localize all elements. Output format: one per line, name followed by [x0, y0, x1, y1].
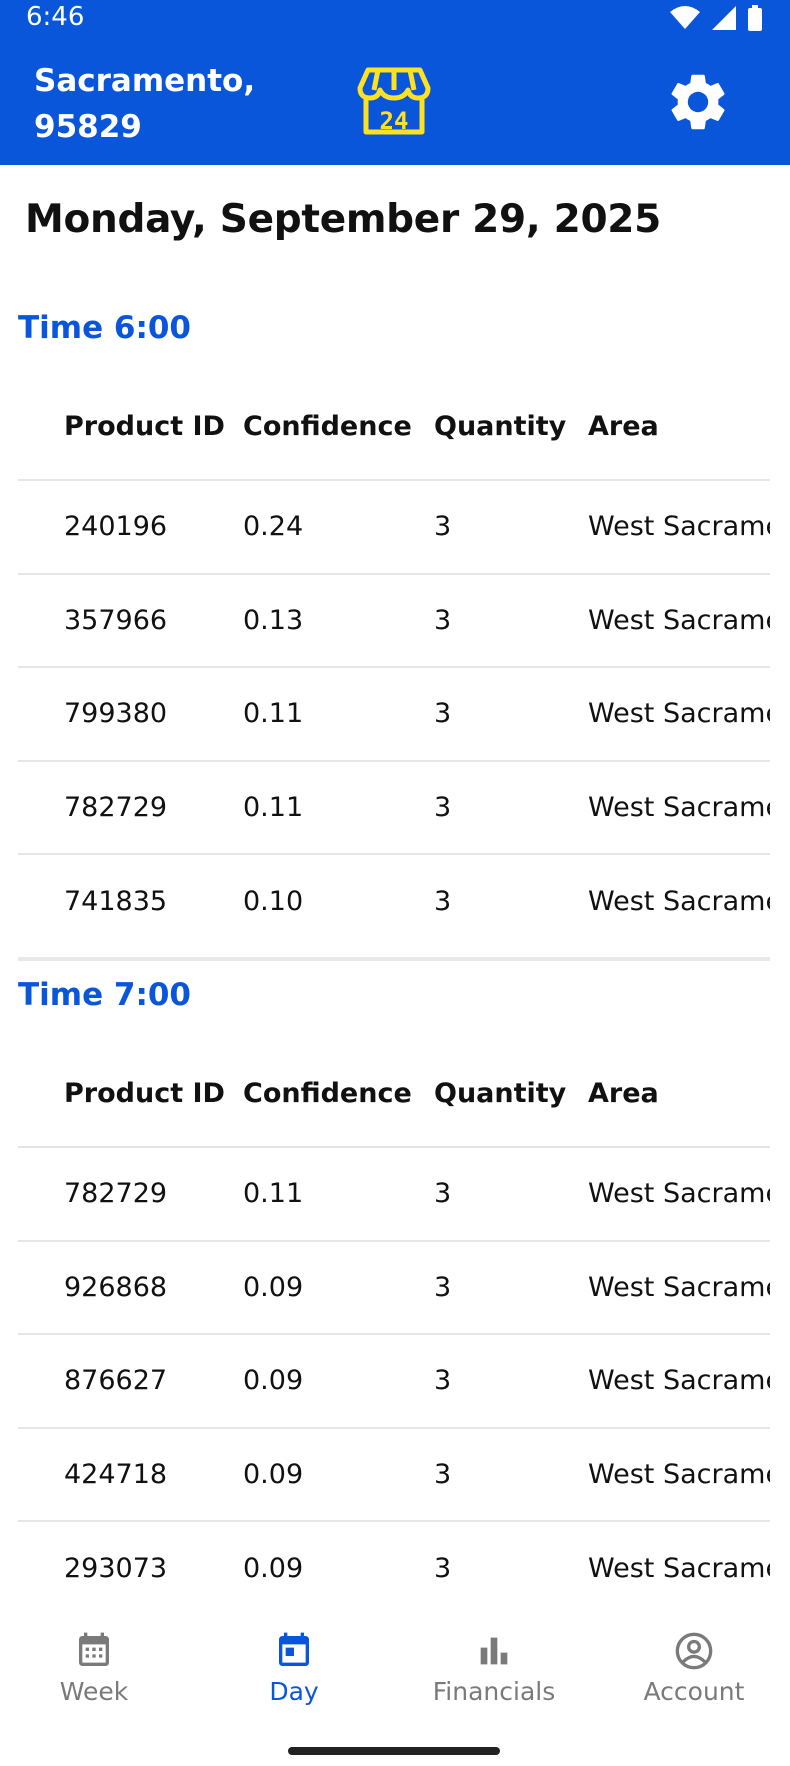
table-row[interactable]: 876627 0.09 3 West Sacrame: [18, 1335, 770, 1429]
column-quantity-cell: 3: [434, 1365, 452, 1397]
calendar-day-icon: [279, 1632, 309, 1666]
column-quantity-cell: 3: [434, 698, 452, 730]
column-product-id-cell: 782729: [64, 791, 168, 823]
column-quantity-cell: 3: [434, 1553, 452, 1585]
nav-financials-label: Financials: [432, 1677, 556, 1706]
status-icons: [670, 5, 762, 31]
table-row[interactable]: 424718 0.09 3 West Sacrame: [18, 1429, 770, 1522]
column-area-cell: West Sacrame: [588, 1178, 770, 1210]
column-confidence-cell: 0.10: [243, 886, 304, 918]
table-header: Product ID Confidence Quantity Area: [18, 1040, 770, 1148]
column-product-id-cell: 357966: [64, 604, 168, 636]
date-title: Monday, September 29, 2025: [25, 197, 661, 242]
column-confidence-header: Confidence: [243, 410, 412, 442]
table-header: Product ID Confidence Quantity Area: [18, 373, 770, 481]
nav-day-label: Day: [269, 1677, 319, 1706]
time-section: Time 7:00 Product ID Confidence Quantity Are…: [18, 960, 770, 1611]
nav-week[interactable]: Week: [0, 1631, 194, 1706]
column-quantity-cell: 3: [434, 1271, 452, 1303]
column-product-id-cell: 876627: [64, 1365, 168, 1397]
column-area-cell: West Sacrame: [588, 511, 770, 543]
column-quantity-header: Quantity: [434, 1077, 567, 1109]
column-area-cell: West Sacrame: [588, 1458, 770, 1490]
status-bar: 6:46: [0, 0, 790, 36]
column-product-id-cell: 799380: [64, 698, 168, 730]
column-area-header: Area: [588, 1077, 659, 1109]
bottom-nav: Week Day Financials Account: [0, 1611, 790, 1766]
table-row[interactable]: 782729 0.11 3 West Sacrame: [18, 762, 770, 855]
column-product-id-cell: 782729: [64, 1178, 168, 1210]
nav-financials[interactable]: Financials: [394, 1631, 594, 1706]
store-24-icon: 24: [357, 67, 431, 135]
wifi-icon: [670, 6, 700, 29]
column-confidence-cell: 0.09: [243, 1271, 304, 1303]
table-row[interactable]: 799380 0.11 3 West Sacrame: [18, 668, 770, 762]
column-confidence-cell: 0.11: [243, 698, 304, 730]
nav-account-label: Account: [643, 1677, 745, 1706]
store-badge-text: 24: [380, 107, 409, 135]
day-content[interactable]: Monday, September 29, 2025 Time 6:00 Prod…: [0, 165, 790, 1611]
signal-icon: [712, 6, 736, 30]
bar-chart-icon: [480, 1637, 508, 1665]
column-confidence-cell: 0.09: [243, 1553, 304, 1585]
section-time-title: Time 6:00: [18, 310, 191, 346]
calendar-grid-icon: [79, 1632, 109, 1666]
column-product-id-header: Product ID: [64, 1077, 225, 1109]
table-row[interactable]: 357966 0.13 3 West Sacrame: [18, 575, 770, 668]
column-product-id-cell: 926868: [64, 1271, 168, 1303]
column-confidence-header: Confidence: [243, 1077, 412, 1109]
column-quantity-cell: 3: [434, 604, 452, 636]
column-area-cell: West Sacrame: [588, 1553, 770, 1585]
column-area-cell: West Sacrame: [588, 1365, 770, 1397]
column-area-cell: West Sacrame: [588, 604, 770, 636]
column-confidence-cell: 0.13: [243, 604, 304, 636]
column-confidence-cell: 0.09: [243, 1458, 304, 1490]
section-divider: [18, 956, 770, 961]
app-header: Sacramento, 95829 24: [0, 36, 790, 165]
section-time-title: Time 7:00: [18, 977, 191, 1013]
column-area-cell: West Sacrame: [588, 886, 770, 918]
column-product-id-cell: 293073: [64, 1553, 168, 1585]
column-product-id-cell: 424718: [64, 1458, 168, 1490]
column-confidence-cell: 0.11: [243, 1178, 304, 1210]
table-body: 782729 0.11 3 West Sacrame 926868 0.09 3 West S…: [18, 1148, 770, 1611]
nav-day[interactable]: Day: [194, 1631, 394, 1706]
column-area-cell: West Sacrame: [588, 698, 770, 730]
table-row[interactable]: 741835 0.10 3 West Sacrame: [18, 855, 770, 949]
column-product-id-cell: 240196: [64, 511, 168, 543]
column-quantity-header: Quantity: [434, 410, 567, 442]
gesture-bar[interactable]: [288, 1747, 500, 1755]
column-quantity-cell: 3: [434, 511, 452, 543]
column-confidence-cell: 0.11: [243, 791, 304, 823]
table-row[interactable]: 926868 0.09 3 West Sacrame: [18, 1242, 770, 1335]
nav-week-label: Week: [59, 1677, 129, 1706]
table-body: 240196 0.24 3 West Sacrame 357966 0.13 3 West S…: [18, 481, 770, 949]
location-label: Sacramento, 95829: [34, 63, 256, 145]
nav-account[interactable]: Account: [594, 1631, 790, 1706]
column-confidence-cell: 0.24: [243, 511, 304, 543]
column-area-header: Area: [588, 410, 659, 442]
status-time: 6:46: [26, 2, 85, 32]
column-area-cell: West Sacrame: [588, 791, 770, 823]
column-quantity-cell: 3: [434, 791, 452, 823]
table-row[interactable]: 240196 0.24 3 West Sacrame: [18, 481, 770, 575]
column-quantity-cell: 3: [434, 1178, 452, 1210]
time-section: Time 6:00 Product ID Confidence Quantity Are…: [18, 293, 770, 961]
column-confidence-cell: 0.09: [243, 1365, 304, 1397]
column-quantity-cell: 3: [434, 886, 452, 918]
settings-gear-icon[interactable]: [664, 68, 732, 136]
battery-icon: [748, 5, 762, 31]
table-row[interactable]: 293073 0.09 3 West Sacrame: [18, 1522, 770, 1611]
column-area-cell: West Sacrame: [588, 1271, 770, 1303]
table-row[interactable]: 782729 0.11 3 West Sacrame: [18, 1148, 770, 1242]
column-product-id-cell: 741835: [64, 886, 168, 918]
column-product-id-header: Product ID: [64, 410, 225, 442]
column-quantity-cell: 3: [434, 1458, 452, 1490]
account-circle-icon: [675, 1632, 713, 1670]
